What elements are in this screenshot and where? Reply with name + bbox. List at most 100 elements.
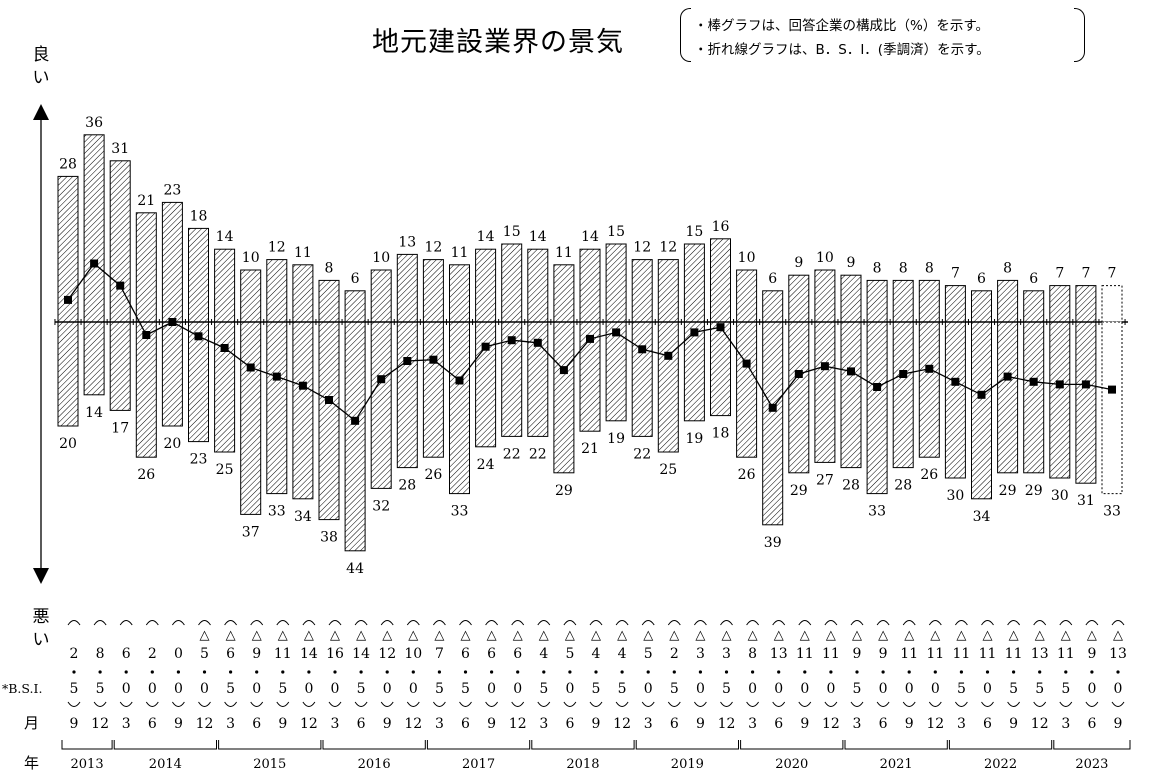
good-value-label: 10 [816,250,834,266]
bad-value-label: 25 [659,462,677,478]
bsi-point [1029,377,1038,386]
bsi-decimal-part: 5 [592,681,601,697]
bsi-paren-bottom [641,701,655,707]
bsi-point [820,362,829,371]
bar-bad [1049,321,1071,479]
bsi-negative-sign: △ [539,628,549,643]
bad-value-label: 29 [1025,483,1043,499]
bsi-negative-sign: △ [1035,628,1045,643]
good-value-label: 12 [659,240,677,256]
bsi-negative-sign: △ [800,628,810,643]
bsi-paren-top [406,620,420,626]
bar-bad [188,321,209,443]
bsi-decimal-point [281,670,285,674]
good-value-label: 14 [216,229,234,245]
axis-good-label: 良 い [31,44,51,90]
bar-good [1075,285,1097,323]
bsi-decimal-point [150,670,154,674]
bsi-decimal-part: 0 [122,681,131,697]
good-value-label: 15 [607,224,625,240]
good-value-label: 6 [351,271,360,287]
bar-bad [214,321,236,453]
bsi-paren-bottom [589,701,603,707]
bsi-paren-top [67,620,81,626]
bsi-paren-top [876,620,890,626]
bsi-integer-part: 9 [853,646,862,662]
month-label: 6 [983,716,992,732]
bsi-point [1003,372,1012,381]
bsi-decimal-point [98,670,102,674]
bar-good [1023,290,1045,323]
good-value-label: 14 [581,229,599,245]
bad-value-label: 33 [868,504,886,520]
bsi-decimal-part: 0 [487,681,496,697]
bsi-paren-bottom [171,701,185,707]
bsi-paren-bottom [1007,701,1021,707]
bsi-paren-bottom [511,701,525,707]
bsi-paren-bottom [485,701,499,707]
bsi-decimal-part: 0 [304,681,313,697]
good-value-label: 10 [738,250,756,266]
bsi-decimal-point [985,670,990,674]
bad-value-label: 26 [424,467,442,483]
bsi-integer-part: 0 [174,646,183,662]
bsi-decimal-point [933,670,937,674]
bsi-decimal-point [333,670,337,674]
bsi-decimal-part: 5 [670,681,679,697]
bar-bad [918,321,940,458]
bsi-paren-bottom [720,701,733,707]
bsi-decimal-part: 0 [1114,681,1123,697]
bsi-negative-sign: △ [695,628,705,643]
good-value-label: 8 [325,260,334,276]
bsi-paren-top [772,620,786,626]
bar-good [370,269,392,323]
bar-bad [736,321,758,458]
year-bracket [1053,740,1131,750]
good-value-label: 8 [925,260,934,276]
bsi-paren-top [459,620,472,626]
month-label: 9 [1009,716,1018,732]
bsi-decimal-part: 5 [226,681,235,697]
bsi-negative-sign: △ [930,628,940,643]
bad-value-label: 25 [216,462,234,478]
bsi-integer-part: 2 [70,646,79,662]
year-label: 2018 [566,757,599,772]
bsi-paren-bottom [981,701,994,707]
bsi-decimal-point [124,670,128,674]
bsi-integer-part: 6 [226,646,235,662]
bsi-point [977,390,986,399]
bar-good [631,259,653,323]
good-value-label: 21 [137,193,155,209]
bsi-integer-part: 7 [435,646,444,662]
bar-bad [109,321,131,411]
bsi-decimal-point [229,670,233,674]
bar-bad [135,321,157,458]
bsi-decimal-point [803,670,807,674]
bad-value-label: 28 [894,478,912,494]
bsi-point [559,366,568,375]
year-label: 2022 [984,757,1017,772]
bad-value-label: 27 [816,472,834,488]
bsi-paren-top [93,620,107,626]
bsi-paren-bottom [145,701,159,707]
bar-bad [892,321,914,469]
bsi-decimal-part: 0 [931,681,940,697]
bsi-negative-sign: △ [774,628,784,643]
bar-bad [527,321,549,437]
bsi-point [690,328,699,337]
bsi-decimal-point [620,670,624,674]
axis-bad-char-1: 悪 [32,607,50,627]
bsi-integer-part: 3 [722,646,731,662]
bar-good [214,248,236,323]
bsi-integer-part: 2 [670,646,679,662]
bsi-decimal-point [751,670,755,674]
bsi-point [507,336,516,345]
good-value-label: 10 [372,250,390,266]
bsi-integer-part: 9 [252,646,261,662]
bsi-paren-top [1007,620,1021,626]
bar-good [840,274,862,323]
good-value-label: 12 [633,240,651,256]
bsi-decimal-point [855,670,859,674]
bsi-paren-top [328,620,342,626]
